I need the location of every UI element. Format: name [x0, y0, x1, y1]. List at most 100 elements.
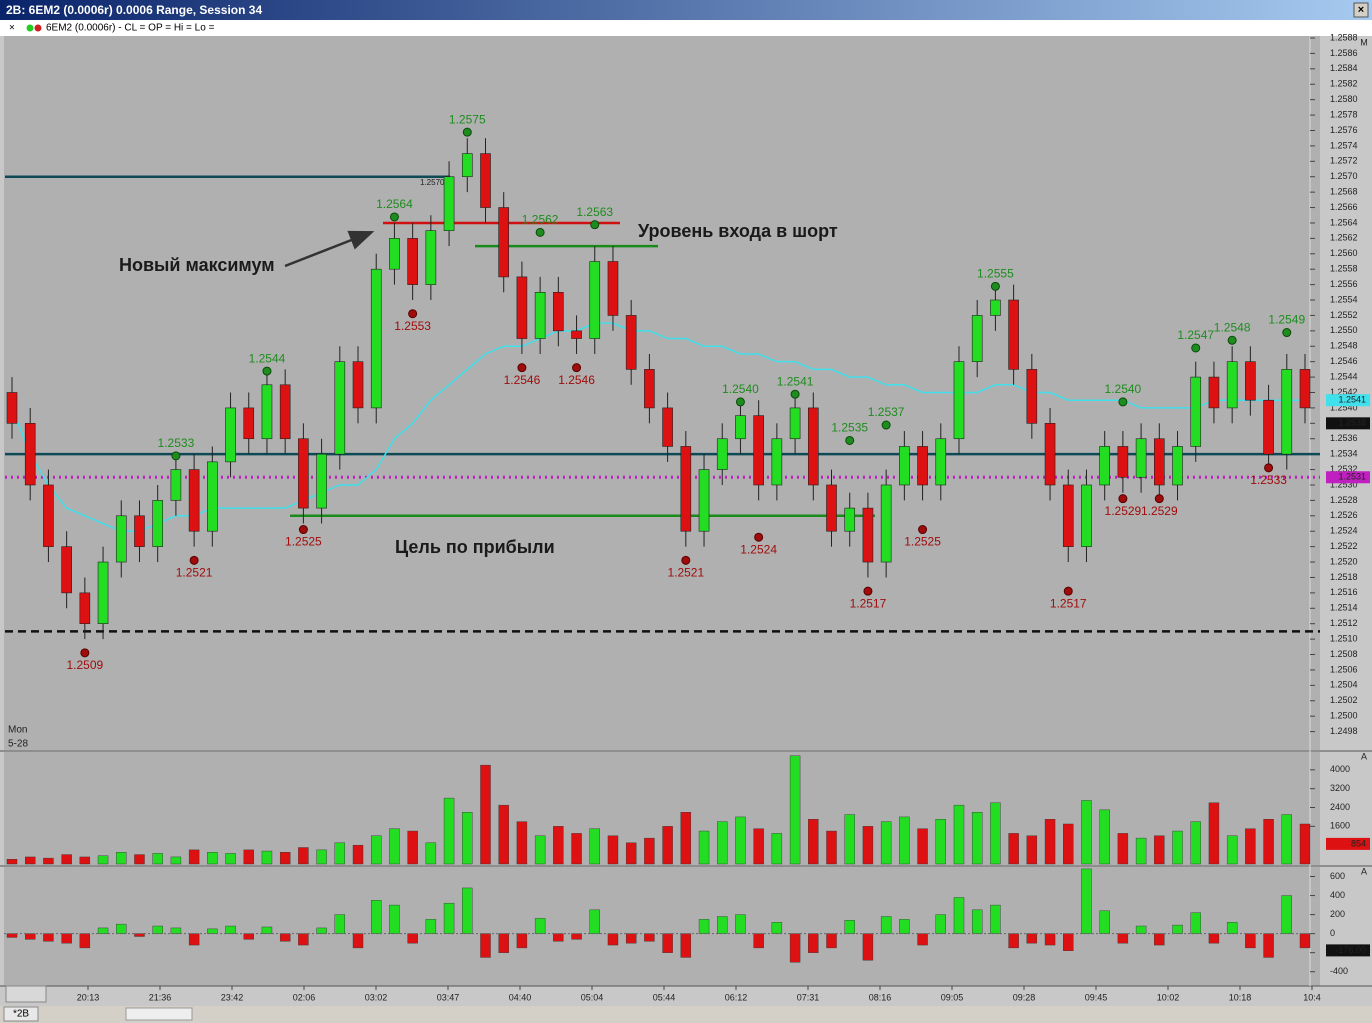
panel-button[interactable]: A	[1361, 751, 1367, 761]
volume-bar	[1299, 823, 1311, 865]
delta-bar	[1081, 868, 1092, 934]
volume-bar	[480, 764, 491, 865]
delta-bar	[1008, 933, 1019, 949]
delta-bar	[698, 919, 710, 934]
swing-low-marker	[298, 525, 308, 535]
swing-high-marker	[1118, 397, 1128, 407]
delta-bar	[371, 900, 382, 934]
volume-bar	[152, 853, 163, 865]
zoom-box[interactable]	[5, 985, 47, 1003]
candle-body	[407, 238, 418, 285]
swing-high-marker	[881, 420, 891, 430]
volume-bar	[625, 842, 637, 865]
delta-bar	[1226, 922, 1238, 934]
swing-low-label: 1.2533	[1250, 473, 1287, 487]
delta-bar	[61, 933, 72, 944]
candle-body	[716, 438, 728, 470]
delta-bar	[680, 933, 692, 958]
swing-high-label: 1.2537	[868, 405, 905, 419]
volume-bar	[644, 837, 655, 865]
axis-tag	[1326, 417, 1370, 430]
delta-bar	[917, 933, 928, 946]
axis-tag-label: 854	[1351, 838, 1366, 848]
swing-low-marker	[1118, 494, 1128, 504]
scroll-thumb[interactable]	[125, 1007, 193, 1021]
y-tick-label: 1.2586	[1330, 48, 1358, 58]
volume-bar	[880, 821, 892, 865]
candle-body	[1226, 361, 1238, 409]
tab[interactable]	[3, 1006, 39, 1022]
annotation: Цель по прибыли	[395, 537, 555, 557]
delta-bar	[899, 919, 910, 934]
indicator-dot	[34, 24, 42, 32]
x-tick-label: 03:02	[365, 992, 388, 1002]
delta-bar	[1135, 925, 1147, 934]
axis-tag	[1326, 394, 1370, 407]
x-tick-label: 07:31	[797, 992, 820, 1002]
delta-bar	[880, 916, 892, 934]
x-tick-label: 04:40	[509, 992, 532, 1002]
indicator-close[interactable]: ×	[9, 23, 15, 34]
indicator-dot	[26, 24, 34, 32]
volume-bar	[953, 804, 965, 865]
delta-bar	[1299, 933, 1311, 949]
delta-bar	[789, 933, 801, 963]
y-tick-label: 1600	[1330, 821, 1350, 831]
y-tick-label: 1.2510	[1330, 633, 1358, 643]
swing-low-marker	[1063, 586, 1073, 596]
delta-bar	[971, 909, 983, 934]
axis-tag	[1326, 944, 1370, 957]
y-tick-label: 1.2508	[1330, 649, 1358, 659]
candle-body	[953, 361, 965, 440]
swing-low-marker	[754, 532, 764, 542]
delta-bar	[116, 923, 127, 934]
y-tick-label: 400	[1330, 890, 1345, 900]
candle-body	[990, 299, 1001, 316]
swing-low-marker	[1264, 463, 1274, 473]
close-button[interactable]	[1353, 2, 1369, 18]
window-title: 2B: 6EM2 (0.0006r) 0.0006 Range, Session…	[6, 3, 262, 17]
indicator-bar	[0, 20, 1372, 36]
candle-body	[917, 446, 928, 486]
candle-body	[1154, 438, 1165, 486]
candle-body	[207, 461, 218, 532]
volume-bar	[753, 828, 764, 865]
volume-bar	[352, 844, 364, 865]
delta-bar	[1172, 924, 1183, 934]
candle-body	[807, 407, 819, 486]
swing-high-label: 1.2544	[249, 351, 286, 365]
volume-bar	[1263, 819, 1274, 865]
candle-body	[61, 546, 72, 594]
candle-body	[589, 261, 601, 339]
swing-high-marker	[1282, 328, 1292, 338]
y-tick-label: 1.2528	[1330, 495, 1358, 505]
y-tick-label: 1.2554	[1330, 294, 1358, 304]
y-tick-label: 1.2556	[1330, 279, 1358, 289]
volume-bar	[225, 853, 236, 865]
candle-body	[134, 515, 145, 547]
y-tick-label: 1.2550	[1330, 325, 1358, 335]
candle-body	[571, 330, 582, 339]
volume-bar	[61, 854, 72, 865]
swing-high-label: 1.2548	[1214, 320, 1251, 334]
panel-button[interactable]: A	[1361, 866, 1367, 876]
volume-bar	[808, 819, 819, 865]
delta-bar	[480, 933, 491, 958]
y-tick-label: 1.2544	[1330, 371, 1358, 381]
y-tick-label: 1.2576	[1330, 125, 1358, 135]
candle-body	[553, 292, 564, 332]
swing-high-label: 1.2562	[522, 213, 559, 227]
candle-body	[826, 484, 837, 532]
volume-bar	[170, 856, 182, 865]
y-tick-label: 1.2582	[1330, 79, 1358, 89]
volume-bar	[298, 847, 309, 865]
candle-body	[480, 153, 491, 208]
candle-body	[1245, 361, 1256, 401]
candle-body	[753, 415, 764, 486]
panel-button[interactable]: M	[1360, 37, 1368, 47]
volume-bar	[735, 816, 746, 865]
y-tick-label: 1.2548	[1330, 341, 1358, 351]
y-tick-label: 1.2504	[1330, 680, 1358, 690]
candle-body	[461, 153, 473, 178]
